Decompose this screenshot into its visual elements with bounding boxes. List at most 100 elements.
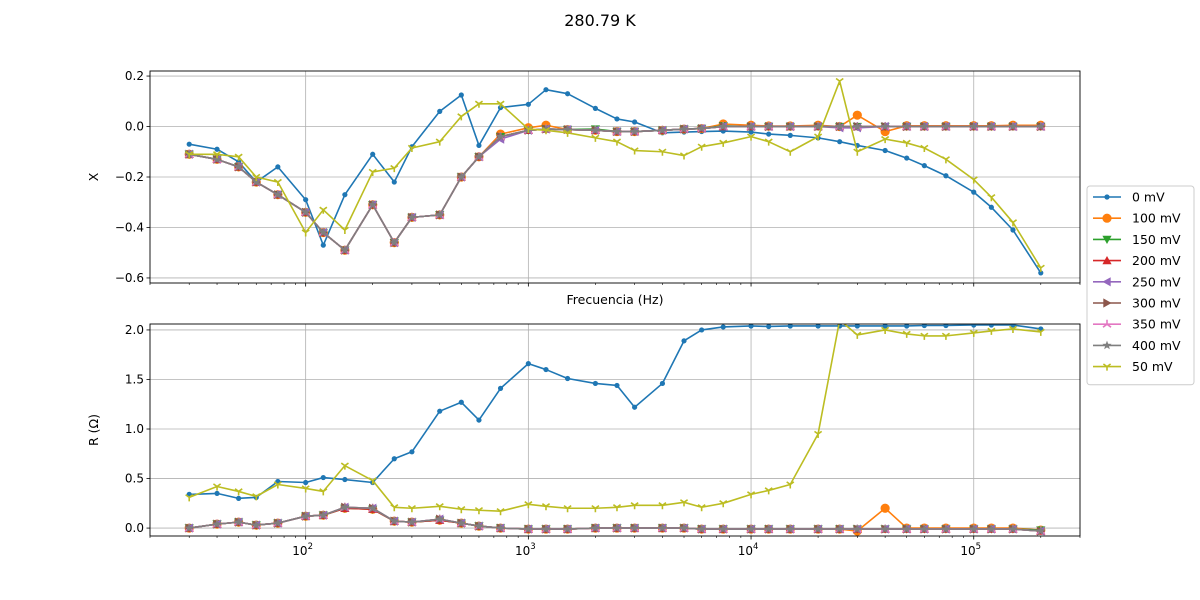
series-0-mv-point — [854, 324, 860, 329]
series-50-mv-point — [185, 494, 194, 502]
series-0-mv-point — [214, 490, 220, 497]
series-400-mv-point — [785, 121, 795, 131]
series-400-mv-point — [764, 524, 774, 533]
series-50-mv-point — [920, 144, 929, 152]
series-50-mv-point — [212, 151, 222, 159]
legend: 0 mV 100 mV 150 mV 200 mV 250 mV 300 mV 350 mV… — [1086, 185, 1195, 386]
legend-entry: 300 mV — [1093, 296, 1181, 311]
series-400-mv-point — [941, 121, 951, 131]
series-400-mv-point — [368, 503, 378, 513]
legend-box — [1086, 185, 1195, 386]
legend-entry: 0 mV — [1093, 190, 1165, 205]
series-0-mv-point — [699, 327, 705, 333]
series-0-mv-point — [525, 101, 531, 107]
series-400-mv-point — [212, 154, 222, 164]
series-0-mv-point — [391, 456, 397, 462]
series-400-mv-point — [630, 126, 640, 136]
series-50-mv-point — [563, 129, 572, 137]
series-0-mv-point — [275, 164, 281, 170]
series-50-mv-point — [612, 138, 622, 146]
series-50-mv-point — [969, 176, 978, 184]
series-400-mv-point — [1036, 526, 1046, 535]
series-50-mv-point — [474, 100, 484, 108]
series-400-mv-point — [318, 510, 328, 520]
series-0-mv-point — [787, 132, 793, 138]
series-0-mv-point — [659, 380, 666, 387]
series-50-mv-point — [524, 125, 533, 134]
series-400-mv-point — [301, 207, 311, 217]
series-400-mv-point — [251, 177, 261, 186]
series-400-mv-point — [456, 172, 466, 181]
series-50-mv-point — [746, 491, 756, 499]
series-0-mv-point — [214, 146, 220, 152]
series-400-mv-point — [746, 121, 756, 131]
series-0-mv-point — [614, 382, 620, 389]
series-50-mv-point — [319, 488, 328, 496]
legend-label: 150 mV — [1132, 232, 1181, 247]
axes-frame — [149, 70, 1081, 284]
series-400-mv-point — [657, 523, 667, 532]
series-0-mv-point — [1038, 270, 1044, 276]
series-50-mv-point — [474, 506, 484, 515]
series-50-mv-point — [185, 151, 194, 159]
legend-marker-point — [1102, 319, 1112, 328]
legend-label: 100 mV — [1132, 211, 1181, 226]
series-400-mv-point — [456, 518, 466, 528]
series-0-mv-point — [236, 495, 242, 501]
series-0-mv-point — [342, 192, 348, 198]
series-layer — [184, 77, 1046, 276]
series-50-mv-point — [719, 139, 728, 147]
series-0-mv-point — [437, 108, 443, 114]
series-400-mv-point — [813, 121, 823, 131]
panel-1: 0.2 0.0 −0.2 −0.4 −0.6 Frecuencia (Hz) X — [86, 69, 1081, 307]
series-400-mv-point — [495, 131, 506, 141]
series-0-mv-point — [437, 408, 443, 414]
series-400-mv-point — [612, 523, 622, 532]
series-400-mv-point — [697, 123, 707, 133]
series-400-mv-point — [835, 524, 845, 533]
y-tick-label: −0.2 — [115, 170, 144, 184]
series-400-mv-point — [852, 524, 862, 533]
x-axis-label: Frecuencia (Hz) — [567, 292, 664, 307]
y-tick-label: 0.2 — [125, 69, 144, 83]
series-50-mv-point — [920, 332, 929, 340]
series-50-mv-point — [941, 156, 950, 164]
series-0-mv-point — [943, 324, 949, 329]
series-50-mv-point — [541, 127, 551, 135]
series-100-mv-point — [880, 503, 890, 513]
series-0-mv-point — [904, 324, 910, 329]
series-50-mv-point — [496, 507, 505, 516]
series-0-mv-point — [971, 324, 977, 328]
series-50-mv-point — [835, 77, 844, 86]
series-50-mv-point — [902, 139, 911, 147]
series-50-mv-point — [786, 148, 795, 156]
series-50-mv-point — [212, 483, 222, 491]
series-0-mv-point — [632, 119, 638, 125]
series-0-mv-point — [748, 324, 754, 329]
series-50-mv-point — [524, 501, 533, 509]
series-400-mv-point — [340, 502, 350, 512]
series-50-mv-point — [457, 506, 466, 514]
series-50-mv-point — [814, 133, 823, 141]
series-0-mv-point — [787, 324, 793, 329]
series-0-mv-point — [971, 189, 977, 195]
series-50-mv-point — [390, 164, 399, 173]
series-400-mv-point — [368, 199, 378, 209]
legend-marker-point — [1102, 363, 1112, 371]
series-50-mv-point — [301, 485, 310, 493]
series-50-mv-point — [1036, 264, 1045, 272]
series-400-mv-point — [679, 523, 689, 532]
series-50-mv-point — [435, 138, 444, 146]
series-50-mv-point — [679, 152, 689, 160]
series-400-mv-point — [785, 524, 795, 533]
series-0-mv-point — [320, 242, 326, 248]
series-0-mv-point — [988, 324, 994, 328]
series-400-mv-point — [474, 152, 484, 161]
series-400-mv-point — [969, 121, 979, 131]
series-0-mv-point — [815, 324, 821, 329]
series-0-mv-point — [476, 142, 482, 149]
series-400-mv-point — [919, 121, 929, 131]
series-50-mv-point — [368, 477, 377, 485]
series-50-mv-point — [541, 503, 551, 511]
